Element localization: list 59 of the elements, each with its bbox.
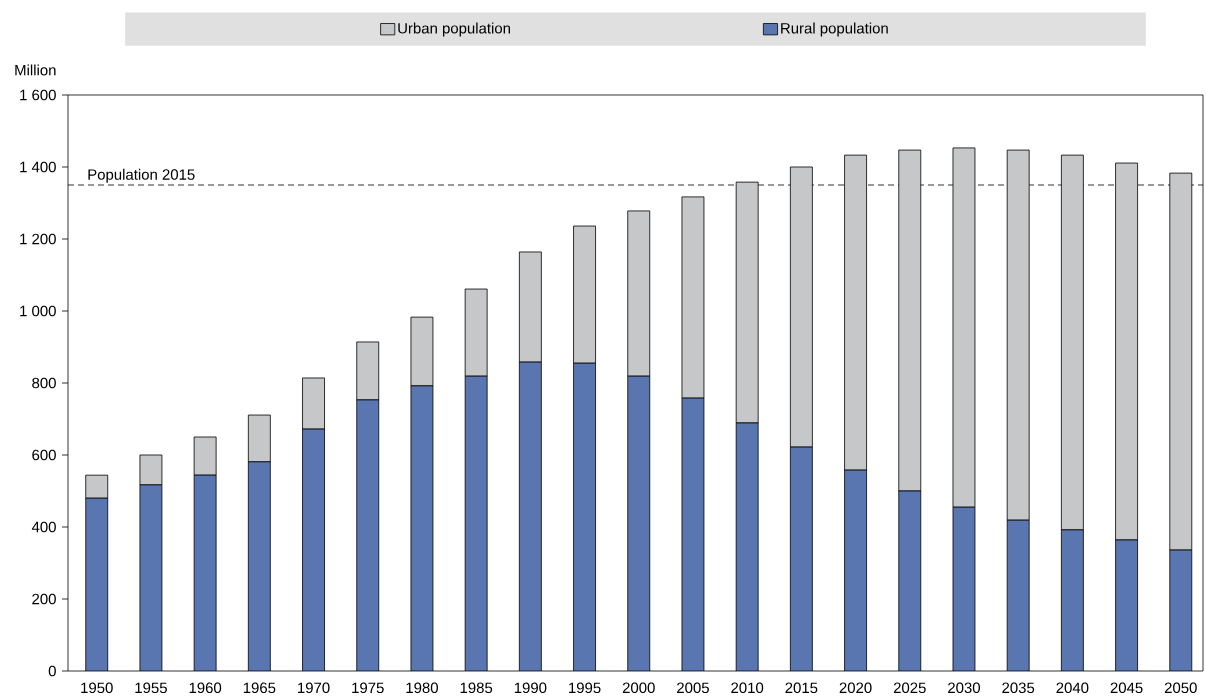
y-tick-label: 800: [32, 377, 56, 389]
y-tick-label: 600: [32, 449, 56, 461]
bar: [518, 361, 542, 671]
bar: [952, 506, 976, 671]
y-tick-label: 200: [32, 593, 56, 605]
bar: [464, 375, 488, 671]
x-tick-label: 1985: [460, 682, 493, 694]
bar: [898, 490, 922, 671]
x-tick-label: 2050: [1164, 682, 1197, 694]
x-tick-label: 1955: [135, 682, 167, 694]
bar: [1115, 539, 1138, 671]
x-tick-label: 1995: [569, 682, 601, 694]
x-tick-label: 1980: [406, 682, 438, 694]
x-tick-label: 2030: [948, 682, 980, 694]
x-tick-label: 1960: [189, 682, 222, 694]
y-tick-label: 1 200: [20, 233, 56, 245]
x-tick-label: 2010: [731, 682, 764, 694]
bar: [139, 454, 163, 486]
bar: [302, 377, 325, 430]
bar: [139, 484, 163, 671]
ref-line-label: Population 2015: [88, 168, 195, 183]
x-tick-label: 2020: [839, 682, 872, 694]
x-tick-label: 1990: [514, 682, 547, 694]
y-tick-label: 0: [48, 665, 56, 677]
bar: [573, 362, 596, 671]
x-tick-label: 1970: [298, 682, 330, 694]
bar: [681, 397, 705, 671]
y-tick-label: 1 600: [20, 89, 56, 101]
y-tick-label: 1 000: [20, 305, 56, 317]
bar: [302, 428, 325, 671]
bar: [627, 375, 651, 671]
x-tick-label: 2045: [1110, 682, 1143, 694]
y-tick-label: 400: [31, 521, 56, 533]
x-tick-label: 1965: [243, 682, 276, 694]
bar: [844, 469, 867, 671]
bar: [1006, 519, 1030, 671]
bar: [789, 446, 813, 671]
bar: [247, 414, 271, 463]
y-tick-label: 1 400: [20, 161, 56, 173]
bar: [1060, 529, 1084, 671]
bar: [85, 497, 109, 671]
bar: [1169, 549, 1193, 671]
bar: [193, 474, 217, 671]
x-tick-label: 1975: [352, 682, 384, 694]
x-tick-label: 2040: [1056, 682, 1089, 694]
x-tick-label: 2000: [622, 682, 655, 694]
x-tick-label: 2005: [677, 682, 709, 694]
legend-label: Rural population: [781, 22, 888, 37]
x-tick-label: 2035: [1002, 682, 1035, 694]
x-tick-label: 2015: [785, 682, 818, 694]
bar: [247, 461, 271, 671]
bar: [735, 422, 759, 671]
bar: [356, 399, 380, 671]
bar: [410, 385, 434, 671]
x-tick-label: 1950: [81, 682, 113, 694]
y-axis-title: Million: [15, 64, 56, 76]
legend-label: Urban population: [398, 22, 510, 37]
bar: [193, 436, 217, 476]
x-tick-label: 2025: [893, 682, 926, 694]
